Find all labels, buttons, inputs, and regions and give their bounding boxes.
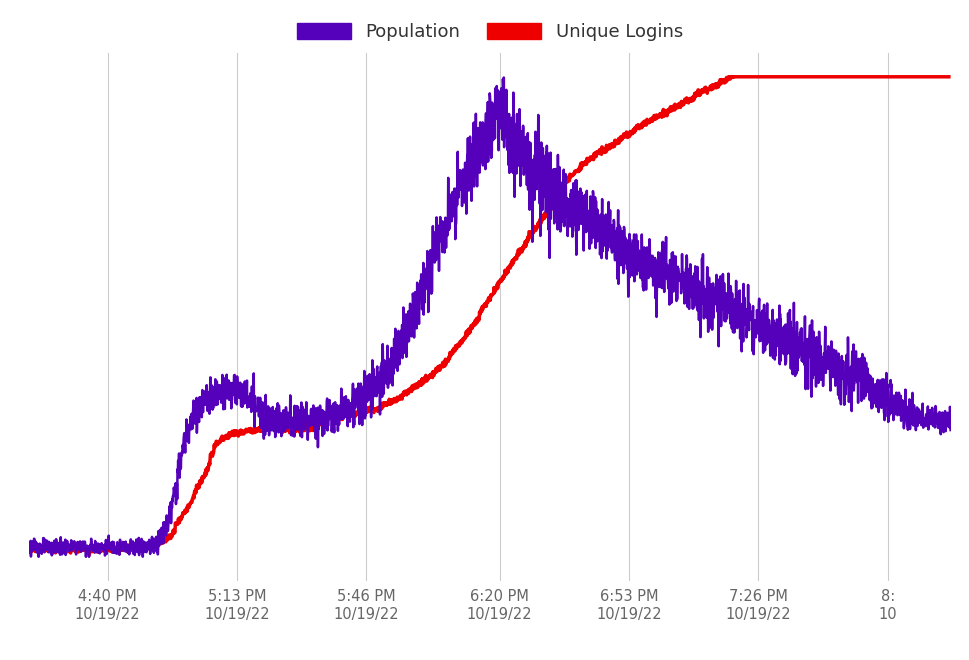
Legend: Population, Unique Logins: Population, Unique Logins xyxy=(289,16,690,49)
